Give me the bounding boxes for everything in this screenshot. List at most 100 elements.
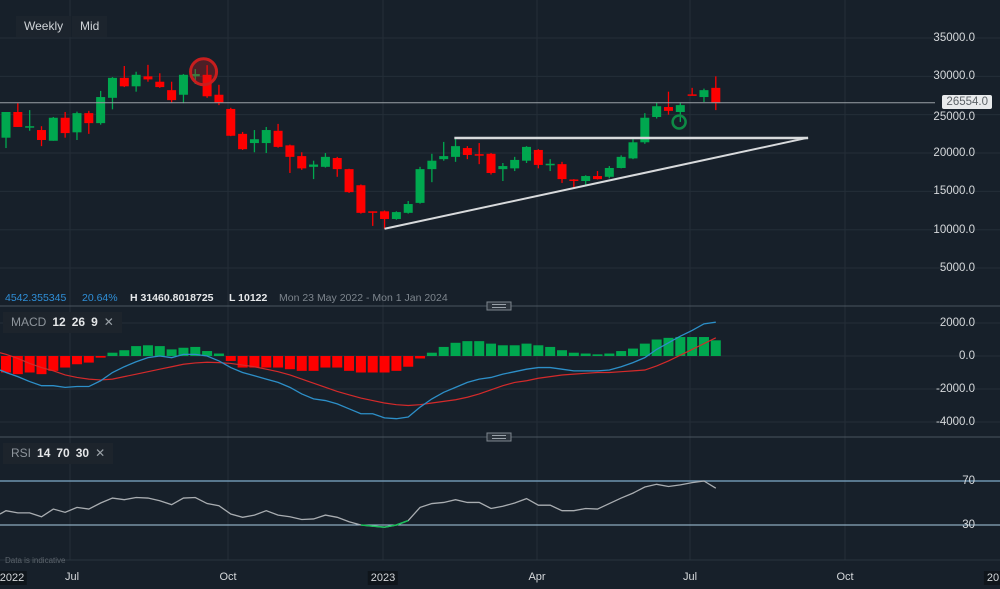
- timeframe-button[interactable]: Weekly: [16, 16, 72, 37]
- macd-signal: 9: [91, 315, 98, 329]
- candle-up[interactable]: [498, 166, 508, 170]
- candle-down[interactable]: [214, 94, 224, 103]
- candle-up[interactable]: [415, 169, 425, 203]
- candle-up[interactable]: [48, 117, 58, 141]
- price-panel[interactable]: [0, 57, 935, 230]
- candle-down[interactable]: [344, 169, 354, 193]
- macd-histogram-bar: [273, 356, 284, 368]
- candle-down[interactable]: [36, 130, 46, 140]
- candle-up[interactable]: [391, 212, 401, 219]
- candle-down[interactable]: [380, 211, 390, 219]
- rsi-close-icon[interactable]: ✕: [95, 446, 106, 460]
- candle-down[interactable]: [533, 149, 543, 165]
- macd-histogram-bar: [486, 343, 497, 356]
- macd-histogram-bar: [533, 345, 544, 356]
- rsi-line: [0, 480, 717, 528]
- macd-histogram-bar: [308, 356, 319, 371]
- candle-down[interactable]: [297, 156, 307, 169]
- candle-down[interactable]: [687, 94, 697, 96]
- macd-histogram-bar: [627, 348, 638, 356]
- candle-down[interactable]: [285, 145, 295, 157]
- macd-histogram-bar: [332, 356, 343, 368]
- macd-histogram-bar: [616, 351, 627, 356]
- candle-down[interactable]: [711, 87, 721, 103]
- candle-down[interactable]: [593, 176, 602, 180]
- macd-histogram-bar: [131, 346, 142, 356]
- candle-down[interactable]: [368, 211, 378, 213]
- candle-up[interactable]: [699, 90, 709, 98]
- macd-legend[interactable]: MACD 12 26 9 ✕: [3, 312, 122, 333]
- price-axis-label: 20000.0: [933, 147, 975, 160]
- candle-down[interactable]: [273, 130, 283, 147]
- macd-histogram-bar: [521, 343, 532, 356]
- candle-up[interactable]: [178, 74, 188, 95]
- macd-axis-label: -4000.0: [935, 416, 975, 428]
- candle-up[interactable]: [616, 156, 626, 168]
- panel-resize-handle[interactable]: [486, 301, 512, 311]
- candle-up[interactable]: [675, 105, 685, 113]
- macd-histogram-bar: [166, 349, 177, 356]
- candle-up[interactable]: [25, 126, 35, 128]
- macd-panel[interactable]: [0, 321, 721, 420]
- macd-histogram-bar: [698, 337, 709, 356]
- price-axis-label: 10000.0: [933, 223, 975, 236]
- candle-up[interactable]: [72, 113, 82, 133]
- candle-up[interactable]: [131, 74, 141, 87]
- candle-up[interactable]: [320, 156, 330, 167]
- support-trendline[interactable]: [384, 136, 809, 230]
- macd-histogram-bar: [12, 356, 23, 375]
- candle-down[interactable]: [462, 148, 472, 155]
- macd-histogram-bar: [296, 356, 307, 371]
- rsi-axis-label: 70: [962, 475, 975, 487]
- candle-down[interactable]: [155, 81, 165, 88]
- x-label-apr-2023: Apr: [528, 571, 546, 583]
- candle-up[interactable]: [604, 167, 614, 177]
- candle-up[interactable]: [439, 156, 449, 160]
- candle-up[interactable]: [249, 139, 259, 144]
- candle-down[interactable]: [569, 179, 579, 181]
- macd-close-icon[interactable]: ✕: [103, 315, 114, 329]
- candle-up[interactable]: [309, 164, 319, 167]
- x-label-oct-2022: Oct: [219, 571, 237, 583]
- candle-up[interactable]: [403, 204, 413, 213]
- candle-up[interactable]: [640, 117, 650, 143]
- candle-up[interactable]: [1, 112, 11, 138]
- candle-up[interactable]: [545, 163, 555, 166]
- price-axis-label: 35000.0: [933, 32, 975, 44]
- rsi-oversold-segment: [372, 525, 385, 528]
- candle-down[interactable]: [474, 154, 484, 156]
- candle-down[interactable]: [84, 113, 94, 124]
- candle-down[interactable]: [557, 164, 567, 180]
- rsi-legend[interactable]: RSI 14 70 30 ✕: [3, 443, 114, 464]
- rsi-panel[interactable]: [0, 480, 1000, 528]
- price-type-button[interactable]: Mid: [72, 16, 108, 37]
- candle-down[interactable]: [13, 112, 23, 127]
- candle-up[interactable]: [510, 159, 520, 169]
- candle-up[interactable]: [107, 77, 117, 98]
- rsi-lower: 30: [75, 446, 90, 460]
- candle-down[interactable]: [663, 107, 673, 111]
- candle-down[interactable]: [60, 117, 70, 134]
- candle-up[interactable]: [190, 74, 200, 77]
- candle-up[interactable]: [522, 146, 532, 161]
- candle-up[interactable]: [628, 142, 638, 159]
- candle-up[interactable]: [96, 97, 106, 124]
- candle-down[interactable]: [143, 76, 153, 80]
- candle-up[interactable]: [581, 176, 591, 182]
- candle-down[interactable]: [486, 153, 496, 173]
- candle-down[interactable]: [332, 158, 342, 170]
- macd-histogram-bar: [580, 353, 591, 356]
- candle-down[interactable]: [119, 77, 129, 87]
- candle-up[interactable]: [652, 106, 662, 117]
- panel-resize-handle[interactable]: [486, 432, 512, 442]
- candle-up[interactable]: [427, 160, 437, 170]
- candle-down[interactable]: [167, 90, 177, 101]
- candle-up[interactable]: [451, 146, 461, 157]
- candle-down[interactable]: [356, 185, 366, 213]
- candle-down[interactable]: [226, 108, 236, 136]
- candle-up[interactable]: [261, 130, 271, 144]
- macd-histogram-bar: [391, 356, 402, 371]
- macd-histogram-bar: [225, 356, 236, 361]
- candle-down[interactable]: [238, 133, 248, 150]
